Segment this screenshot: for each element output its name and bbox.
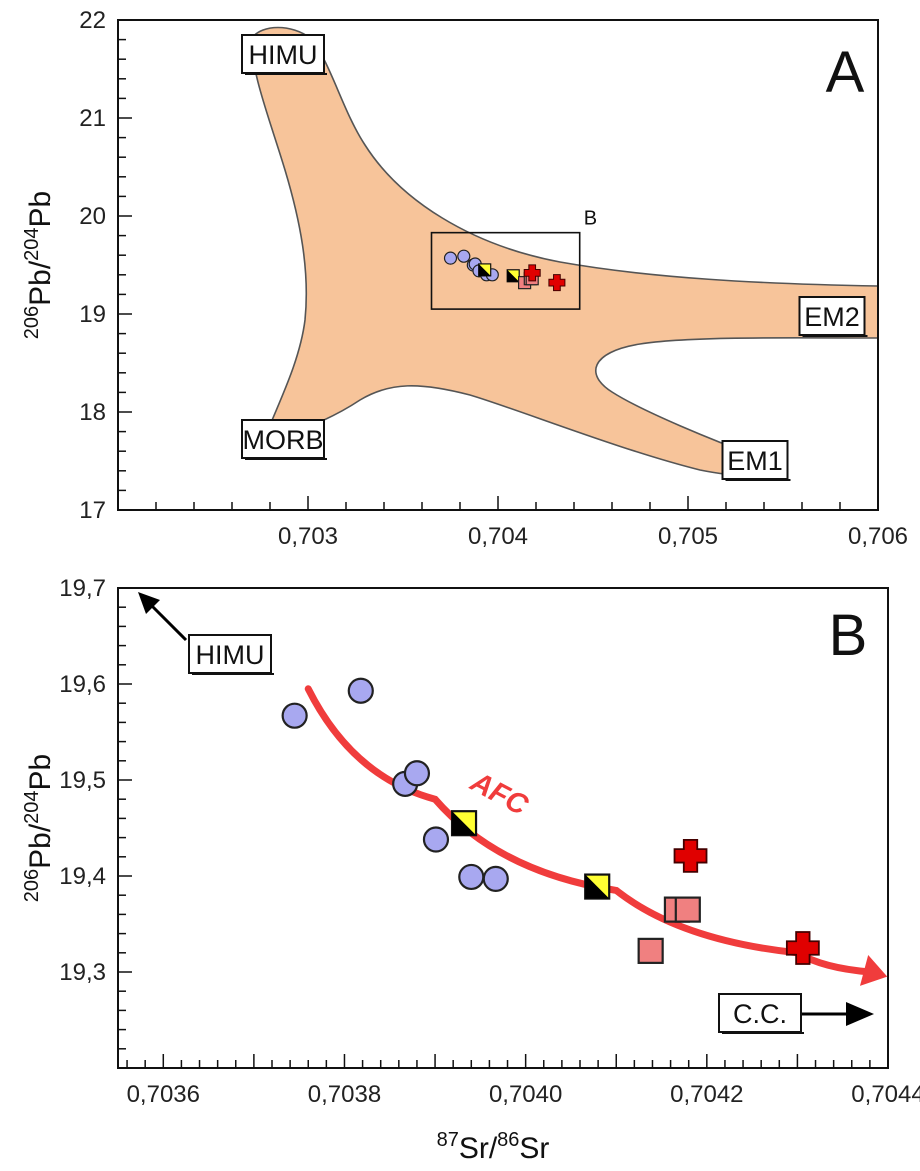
data-point-square [637, 937, 664, 964]
data-point-circle [443, 251, 458, 265]
data-point-circle [457, 249, 471, 263]
x-tick-label: 0,703 [278, 523, 338, 550]
data-point-circle [281, 702, 308, 729]
endmember-morb: MORB [243, 425, 324, 455]
data-point-cross [523, 264, 541, 282]
panel-label-a: A [826, 40, 865, 105]
y-tick-label: 17 [79, 497, 106, 524]
y-tick-label: 22 [79, 7, 106, 34]
y-tick-label: 19 [79, 301, 106, 328]
data-point-cross [673, 838, 708, 873]
x-tick-label: 0,704 [468, 523, 528, 550]
x-tick-label: 0,7042 [670, 1081, 743, 1108]
x-tick-label: 0,7036 [127, 1081, 200, 1108]
arrow-label-cc-box: C.C. [718, 993, 804, 1034]
endmember-em2-box: EM2 [798, 296, 868, 337]
panel-label-b: B [829, 603, 868, 668]
himu-arrow-head [138, 592, 160, 614]
y-tick-label: 19,5 [59, 767, 106, 794]
himu-arrow-line [148, 602, 188, 642]
data-point-circle [422, 826, 450, 853]
endmember-em1-box: EM1 [721, 440, 791, 481]
panel-b: 0,7036 0,7038 0,7040 0,7042 0,7044 19,3 19,4 19… [21, 575, 920, 1165]
y-tick-label: 19,6 [59, 671, 106, 698]
data-point-circle [482, 865, 509, 892]
afc-trend-curve [304, 685, 874, 976]
cc-arrow-head [846, 1002, 874, 1026]
y-tick-label: 18 [79, 399, 106, 426]
arrow-label-himu: HIMU [196, 640, 265, 670]
data-point-half-square [506, 269, 520, 283]
inset-box-label: B [584, 208, 597, 230]
endmember-em2: EM2 [804, 302, 860, 332]
y-tick-label: 19,7 [59, 575, 106, 602]
mantle-array-field [251, 26, 878, 477]
data-point-cross [548, 274, 566, 292]
x-axis-title-b: 87Sr/86Sr [437, 1129, 550, 1165]
arrow-label-cc: C.C. [733, 999, 787, 1029]
x-tick-label: 0,7040 [489, 1081, 562, 1108]
arrow-label-himu-box: HIMU [188, 634, 274, 675]
panel-a: 0,703 0,704 0,705 0,706 17 18 19 20 21 22 206Pb/20… [21, 7, 908, 550]
x-tick-label: 0,7044 [851, 1081, 920, 1108]
endmember-himu: HIMU [249, 40, 318, 70]
endmember-morb-box: MORB [241, 419, 327, 460]
data-point-circle [403, 760, 431, 787]
data-point-half-square [478, 263, 492, 277]
data-point-half-square [450, 810, 478, 837]
plot-frame-b [117, 587, 889, 1069]
inset-box [430, 231, 581, 310]
data-point-circle [347, 677, 374, 704]
x-tick-label: 0,7038 [308, 1081, 381, 1108]
afc-arrow-head [859, 954, 888, 986]
data-point-circle [458, 863, 485, 891]
data-point-cross [785, 931, 820, 965]
endmember-himu-box: HIMU [241, 34, 327, 75]
y-tick-label: 19,3 [59, 959, 106, 986]
x-tick-label: 0,706 [848, 523, 908, 550]
y-tick-label: 20 [79, 203, 106, 230]
x-tick-label: 0,705 [658, 523, 718, 550]
endmember-em1: EM1 [727, 446, 783, 476]
y-tick-label: 21 [79, 105, 106, 132]
y-tick-label: 19,4 [59, 863, 106, 890]
data-point-square [674, 896, 701, 923]
y-axis-title-b: 206Pb/204Pb [21, 754, 57, 903]
y-axis-title-a: 206Pb/204Pb [21, 191, 57, 340]
data-point-half-square [584, 873, 611, 900]
